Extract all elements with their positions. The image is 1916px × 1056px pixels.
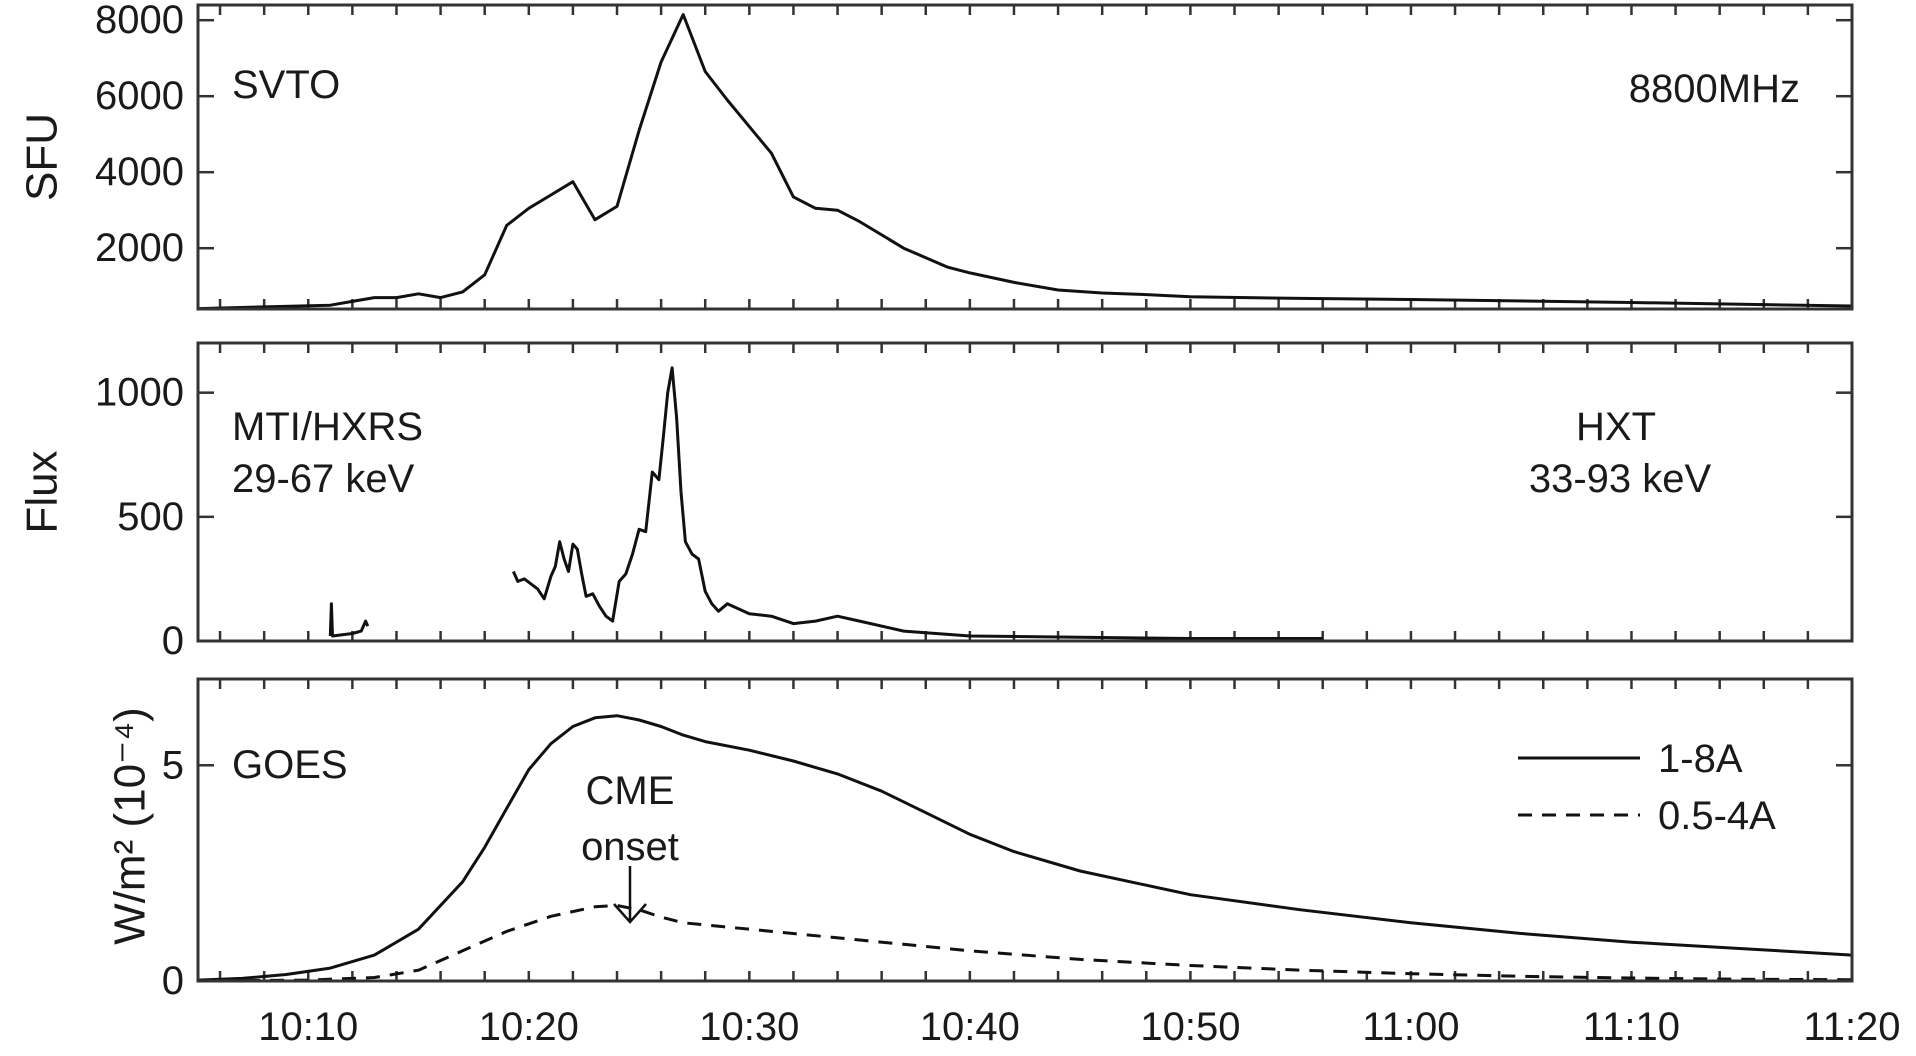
series-line-0-5-4a [197,904,1853,983]
plot-frame [196,677,1854,983]
annotation-svto: SVTO [232,63,340,107]
series-layer [197,13,1853,311]
series-line-main [512,366,1323,640]
series-line-early [328,602,370,638]
x-tick-label: 11:10 [1583,1005,1680,1049]
series-line-main [197,13,1853,311]
annotation-mti-energy: 29-67 keV [232,457,415,501]
annotation-hxt: HXT [1576,405,1656,449]
y-axis-label: Flux [18,450,67,533]
x-tick-labels: 10:10 10:20 10:30 10:40 10:50 11:00 11:10 11:20 [258,1005,1900,1049]
series-layer [197,714,1853,983]
panel-goes: 05 W/m² (10⁻⁴) GOES CME onset 1-8A 0.5-4… [106,677,1901,1049]
y-tick-label: 1000 [95,371,184,415]
y-tick-label: 500 [117,495,184,539]
y-axis-label: SFU [18,113,67,201]
x-tick-label: 10:50 [1140,1005,1240,1049]
x-tick-label: 11:00 [1362,1005,1459,1049]
y-tick-label: 0 [162,959,184,1003]
y-tick-label: 5 [162,743,184,787]
legend-label-0-5-4a: 0.5-4A [1658,794,1776,838]
annotation-onset: onset [581,825,679,869]
legend-label-1-8a: 1-8A [1658,737,1743,781]
series-line-1-8a [197,714,1853,982]
x-tick-label: 11:20 [1803,1005,1900,1049]
y-ticks: 2000 4000 6000 8000 [95,0,1852,270]
annotation-hxt-energy: 33-93 keV [1529,457,1712,501]
panel-hxr: 0 500 1000 Flux MTI/HXRS 29-67 keV HXT 33-… [18,341,1854,663]
y-tick-label: 6000 [95,74,184,118]
plot-frame [196,3,1854,311]
x-minor-ticks [218,5,1810,309]
y-ticks: 05 [162,743,1852,1003]
annotation-mti-hxrs: MTI/HXRS [232,405,423,449]
y-tick-label: 0 [162,619,184,663]
cme-onset-arrow [613,866,647,924]
x-minor-ticks [218,679,1810,981]
annotation-goes: GOES [232,743,348,787]
legend: 1-8A 0.5-4A [1518,737,1776,838]
y-tick-label: 4000 [95,150,184,194]
x-minor-ticks [218,343,1810,641]
series-layer [328,366,1323,640]
y-tick-label: 8000 [95,0,184,42]
x-tick-label: 10:10 [258,1005,358,1049]
annotation-cme: CME [586,769,675,813]
x-tick-label: 10:40 [920,1005,1020,1049]
x-tick-label: 10:20 [479,1005,579,1049]
plot-frame [196,341,1854,643]
annotation-8800mhz: 8800MHz [1629,67,1800,111]
panel-radio: 2000 4000 6000 8000 SFU SVTO 8800MHz [18,0,1854,311]
y-axis-label: W/m² (10⁻⁴) [106,707,155,945]
x-tick-label: 10:30 [699,1005,799,1049]
y-ticks: 0 500 1000 [95,371,1852,663]
y-tick-label: 2000 [95,226,184,270]
